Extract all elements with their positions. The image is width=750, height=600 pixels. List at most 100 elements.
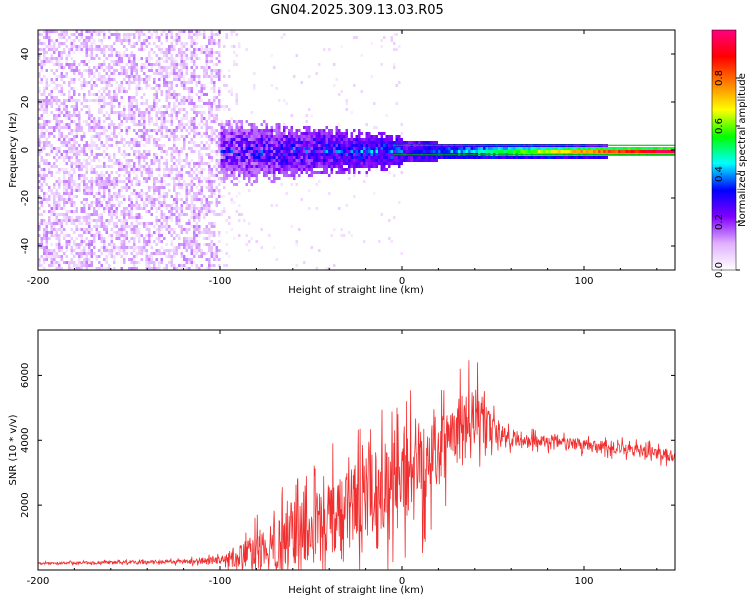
heatmap-cell [153, 63, 156, 66]
heatmap-cell [280, 159, 283, 162]
heatmap-cell [273, 135, 276, 138]
heatmap-cell [230, 123, 233, 126]
heatmap-cell [128, 213, 131, 216]
heatmap-cell [185, 222, 188, 225]
heatmap-cell [280, 141, 283, 144]
heatmap-cell [175, 201, 178, 204]
heatmap-cell [123, 261, 126, 264]
heatmap-cell [163, 114, 166, 117]
heatmap-cell [340, 168, 343, 171]
heatmap-cell [45, 201, 48, 204]
heatmap-cell [200, 90, 203, 93]
heatmap-cell [143, 126, 146, 129]
heatmap-cell [313, 150, 316, 153]
heatmap-cell [43, 180, 46, 183]
heatmap-cell [90, 45, 93, 48]
heatmap-cell [493, 156, 496, 159]
heatmap-cell [355, 141, 358, 144]
heatmap-cell [140, 192, 143, 195]
heatmap-cell [165, 81, 168, 84]
heatmap-cell [58, 63, 61, 66]
heatmap-cell [653, 147, 656, 150]
heatmap-cell [160, 57, 163, 60]
heatmap-cell [145, 66, 148, 69]
heatmap-cell [415, 156, 418, 159]
heatmap-cell [165, 54, 168, 57]
heatmap-cell [170, 132, 173, 135]
heatmap-cell [160, 144, 163, 147]
heatmap-cell [283, 129, 286, 132]
heatmap-cell [373, 138, 376, 141]
heatmap-cell [308, 162, 311, 165]
heatmap-cell [55, 261, 58, 264]
heatmap-cell [60, 126, 63, 129]
heatmap-cell [255, 159, 258, 162]
heatmap-cell [108, 204, 111, 207]
heatmap-cell [63, 183, 66, 186]
heatmap-cell [113, 99, 116, 102]
heatmap-cell [260, 168, 263, 171]
heatmap-cell [168, 228, 171, 231]
heatmap-cell [123, 210, 126, 213]
heatmap-cell [110, 219, 113, 222]
heatmap-cell [298, 174, 301, 177]
heatmap-cell [135, 216, 138, 219]
heatmap-cell [43, 99, 46, 102]
heatmap-cell [245, 144, 248, 147]
heatmap-cell [190, 243, 193, 246]
heatmap-cell [215, 213, 218, 216]
heatmap-cell [185, 135, 188, 138]
heatmap-cell [363, 165, 366, 168]
heatmap-cell [95, 174, 98, 177]
heatmap-cell [358, 171, 361, 174]
heatmap-cell [133, 123, 136, 126]
heatmap-cell [153, 105, 156, 108]
heatmap-cell [318, 141, 321, 144]
heatmap-cell [85, 162, 88, 165]
heatmap-cell [200, 84, 203, 87]
heatmap-cell [110, 105, 113, 108]
heatmap-cell [198, 111, 201, 114]
heatmap-cell [95, 156, 98, 159]
heatmap-cell [210, 246, 213, 249]
heatmap-cell [315, 165, 318, 168]
heatmap-cell [198, 48, 201, 51]
heatmap-cell [213, 210, 216, 213]
heatmap-cell [268, 141, 271, 144]
heatmap-cell [78, 153, 81, 156]
heatmap-cell [355, 150, 358, 153]
heatmap-cell [365, 135, 368, 138]
heatmap-cell [115, 159, 118, 162]
heatmap-cell [260, 123, 263, 126]
heatmap-cell [85, 45, 88, 48]
heatmap-cell [348, 177, 351, 180]
heatmap-cell [298, 132, 301, 135]
heatmap-cell [63, 192, 66, 195]
heatmap-cell [70, 114, 73, 117]
heatmap-cell [300, 141, 303, 144]
heatmap-cell [130, 183, 133, 186]
heatmap-cell [133, 144, 136, 147]
heatmap-cell [398, 150, 401, 153]
heatmap-cell [50, 60, 53, 63]
heatmap-cell [180, 54, 183, 57]
heatmap-cell [53, 228, 56, 231]
heatmap-cell [108, 210, 111, 213]
heatmap-cell [125, 36, 128, 39]
heatmap-cell [83, 60, 86, 63]
heatmap-cell [80, 30, 83, 33]
heatmap-cell [378, 153, 381, 156]
heatmap-cell [625, 150, 628, 153]
heatmap-cell [143, 249, 146, 252]
heatmap-cell [120, 39, 123, 42]
heatmap-cell [138, 237, 141, 240]
heatmap-cell [68, 201, 71, 204]
heatmap-cell [445, 147, 448, 150]
heatmap-cell [195, 222, 198, 225]
heatmap-cell [130, 81, 133, 84]
heatmap-cell [135, 69, 138, 72]
heatmap-cell [115, 63, 118, 66]
heatmap-cell [165, 90, 168, 93]
heatmap-cell [243, 132, 246, 135]
